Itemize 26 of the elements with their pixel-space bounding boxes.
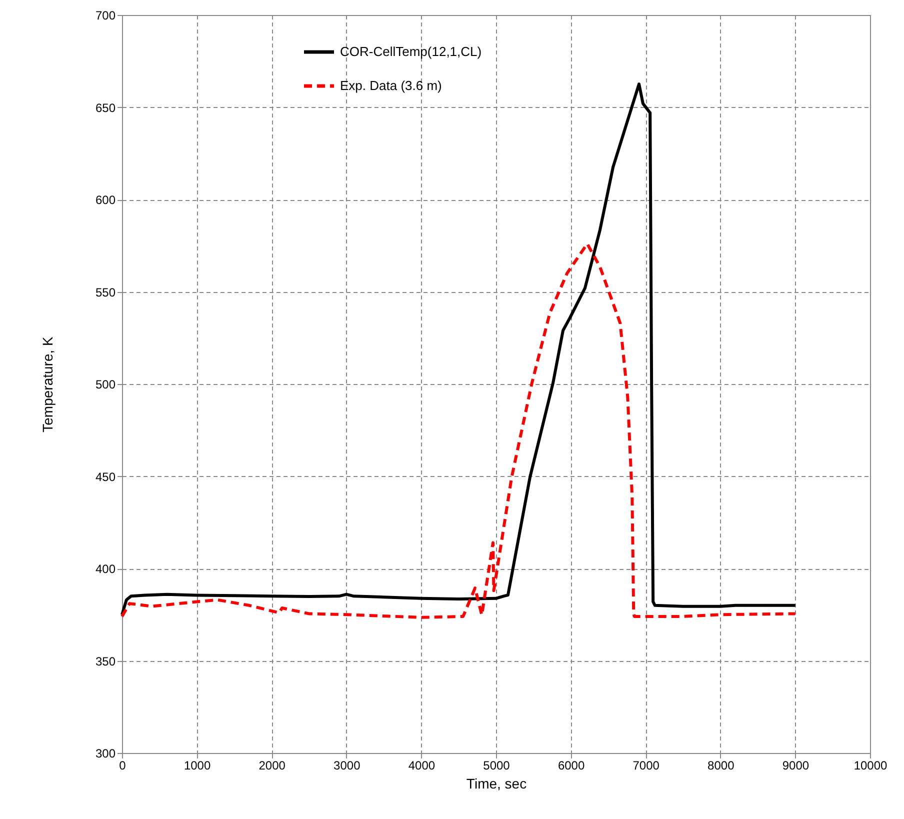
line-series <box>120 242 797 619</box>
x-tick-label: 6000 <box>558 758 585 772</box>
x-tick-label: 2000 <box>258 758 286 772</box>
y-tick-label: 700 <box>95 8 116 22</box>
y-tick-label: 300 <box>95 746 116 760</box>
x-tick-label: 10000 <box>854 758 888 772</box>
y-axis-title: Temperature, K <box>39 336 56 432</box>
line-series <box>120 82 797 616</box>
y-tick-label: 350 <box>95 654 116 668</box>
y-tick-label: 650 <box>95 100 116 115</box>
x-axis-title: Time, sec <box>466 776 527 792</box>
y-tick-label: 600 <box>95 193 116 207</box>
legend-label: COR-CellTemp(12,1,CL) <box>340 44 482 59</box>
x-tick-label: 5000 <box>483 758 510 772</box>
legend-label: Exp. Data (3.6 m) <box>340 78 442 93</box>
y-tick-label: 450 <box>95 470 116 484</box>
x-tick-label: 0 <box>119 758 126 772</box>
x-tick-label: 7000 <box>632 758 660 772</box>
x-tick-label: 1000 <box>184 758 211 772</box>
x-tick-label: 3000 <box>334 758 361 772</box>
y-tick-label: 500 <box>95 378 116 392</box>
y-tick-label: 550 <box>95 285 116 300</box>
x-tick-label: 4000 <box>408 758 436 772</box>
x-tick-label: 8000 <box>708 758 735 772</box>
x-tick-label: 9000 <box>782 758 810 772</box>
y-tick-label: 400 <box>95 562 116 576</box>
